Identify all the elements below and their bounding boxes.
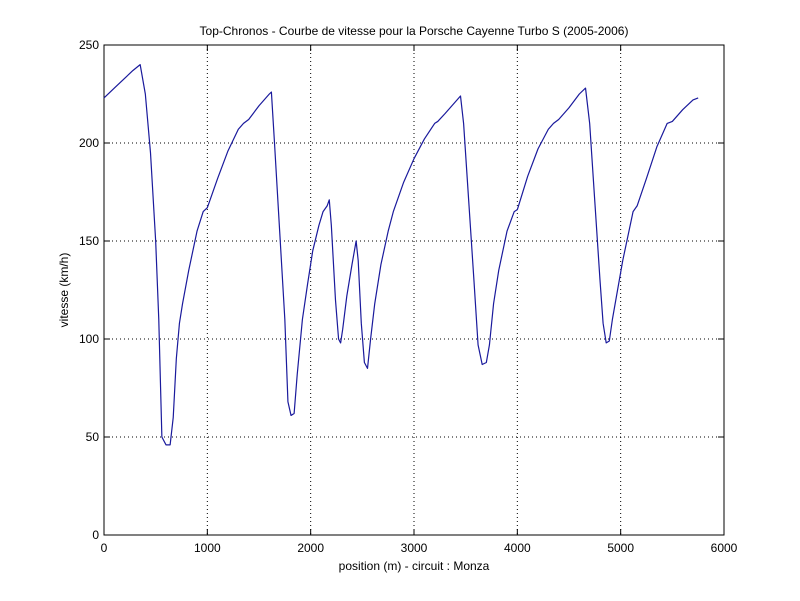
x-tick-label: 3000 bbox=[401, 541, 428, 555]
x-tick-label: 0 bbox=[101, 541, 108, 555]
y-tick-label: 200 bbox=[79, 136, 99, 150]
chart-title: Top-Chronos - Courbe de vitesse pour la … bbox=[200, 24, 629, 38]
axis-ticks: 0 1000 2000 3000 4000 5000 6000 0 50 100 150 200 250 bbox=[79, 38, 738, 555]
y-axis-label: vitesse (km/h) bbox=[57, 253, 71, 328]
x-tick-label: 4000 bbox=[504, 541, 531, 555]
y-tick-label: 250 bbox=[79, 38, 99, 52]
series-layer bbox=[103, 63, 699, 446]
x-tick-label: 1000 bbox=[194, 541, 221, 555]
x-tick-label: 2000 bbox=[297, 541, 324, 555]
y-tick-label: 100 bbox=[79, 332, 99, 346]
y-tick-label: 50 bbox=[86, 430, 100, 444]
x-axis-label: position (m) - circuit : Monza bbox=[339, 559, 490, 573]
y-tick-label: 0 bbox=[92, 528, 99, 542]
x-tick-label: 6000 bbox=[711, 541, 738, 555]
series-line-speed bbox=[103, 63, 699, 446]
x-tick-label: 5000 bbox=[607, 541, 634, 555]
grid bbox=[104, 45, 724, 535]
y-tick-label: 150 bbox=[79, 234, 99, 248]
